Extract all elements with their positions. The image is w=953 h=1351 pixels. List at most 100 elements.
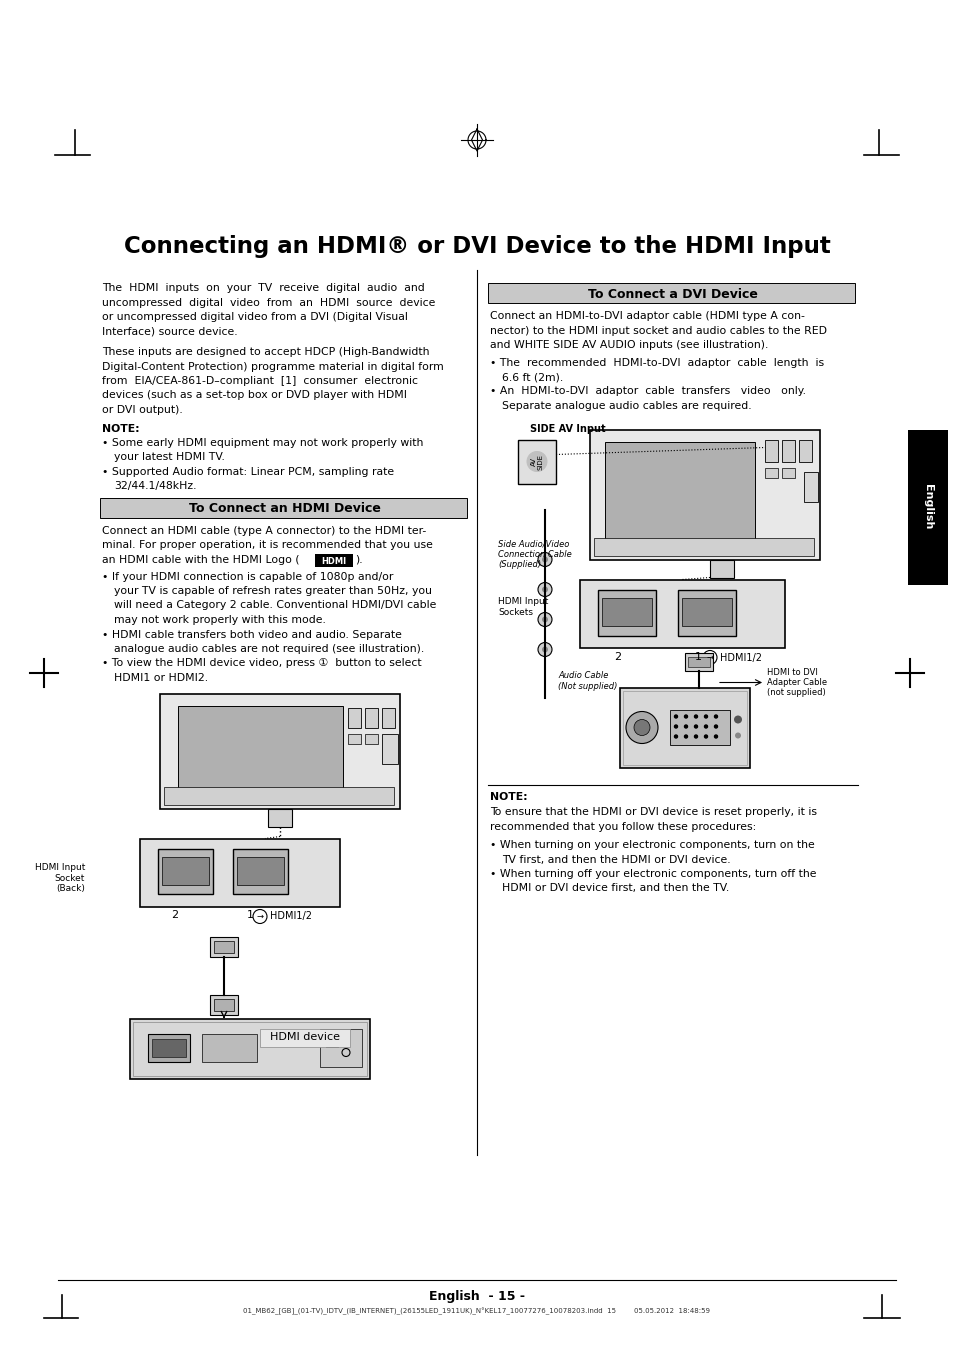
- Text: To ensure that the HDMI or DVI device is reset properly, it is: To ensure that the HDMI or DVI device is…: [490, 807, 816, 817]
- Text: Interface) source device.: Interface) source device.: [102, 327, 237, 336]
- Circle shape: [541, 616, 547, 623]
- Circle shape: [674, 725, 677, 728]
- Circle shape: [694, 735, 697, 738]
- Bar: [684, 653, 712, 670]
- Circle shape: [674, 715, 677, 717]
- Bar: [348, 734, 360, 743]
- Circle shape: [541, 557, 547, 562]
- Text: HDMI Input
Sockets: HDMI Input Sockets: [497, 597, 548, 617]
- Text: →: →: [706, 653, 713, 662]
- Text: Digital-Content Protection) programme material in digital form: Digital-Content Protection) programme ma…: [102, 362, 443, 372]
- Text: your latest HDMI TV.: your latest HDMI TV.: [113, 453, 225, 462]
- Bar: [681, 597, 731, 626]
- Bar: [260, 1028, 350, 1047]
- Text: Connecting an HDMI® or DVI Device to the HDMI Input: Connecting an HDMI® or DVI Device to the…: [124, 235, 829, 258]
- Text: HDMI or DVI device first, and then the TV.: HDMI or DVI device first, and then the T…: [501, 884, 728, 893]
- Text: 1: 1: [246, 911, 253, 920]
- Bar: [709, 559, 733, 577]
- Text: analogue audio cables are not required (see illustration).: analogue audio cables are not required (…: [113, 644, 424, 654]
- Bar: [348, 708, 360, 727]
- Text: • To view the HDMI device video, press ①  button to select: • To view the HDMI device video, press ①…: [102, 658, 421, 669]
- Bar: [210, 936, 237, 957]
- Text: your TV is capable of refresh rates greater than 50Hz, you: your TV is capable of refresh rates grea…: [113, 586, 432, 596]
- Bar: [669, 709, 729, 744]
- Text: English: English: [923, 484, 932, 530]
- Circle shape: [537, 612, 552, 627]
- Text: HDMI1/2: HDMI1/2: [270, 912, 312, 921]
- Text: HDMI Input
Socket
(Back): HDMI Input Socket (Back): [34, 863, 85, 893]
- Text: The  HDMI  inputs  on  your  TV  receive  digital  audio  and: The HDMI inputs on your TV receive digit…: [102, 282, 424, 293]
- Bar: [594, 538, 813, 555]
- Bar: [178, 705, 343, 790]
- Text: HDMI device: HDMI device: [270, 1032, 339, 1043]
- Bar: [678, 589, 735, 635]
- Text: • When turning off your electronic components, turn off the: • When turning off your electronic compo…: [490, 869, 816, 880]
- Bar: [132, 1021, 367, 1075]
- Text: 2: 2: [614, 651, 621, 662]
- FancyBboxPatch shape: [907, 430, 947, 585]
- Text: Separate analogue audio cables are required.: Separate analogue audio cables are requi…: [501, 401, 751, 411]
- Bar: [781, 467, 794, 477]
- Text: AV
SIDE: AV SIDE: [530, 454, 543, 470]
- Text: Audio Cable
(Not supplied): Audio Cable (Not supplied): [558, 671, 617, 690]
- Bar: [601, 597, 651, 626]
- Text: NOTE:: NOTE:: [490, 793, 527, 802]
- Bar: [210, 994, 237, 1015]
- Circle shape: [537, 582, 552, 597]
- Circle shape: [537, 553, 552, 566]
- Circle shape: [684, 725, 687, 728]
- Bar: [202, 1034, 256, 1062]
- Text: Side Audio/Video
Connection Cable
(Supplied): Side Audio/Video Connection Cable (Suppl…: [497, 539, 571, 569]
- Text: NOTE:: NOTE:: [102, 423, 139, 434]
- Text: 32/44.1/48kHz.: 32/44.1/48kHz.: [113, 481, 196, 492]
- Bar: [799, 439, 811, 462]
- Bar: [268, 808, 292, 827]
- Circle shape: [714, 725, 717, 728]
- Bar: [365, 708, 377, 727]
- Circle shape: [733, 716, 741, 724]
- Circle shape: [625, 712, 658, 743]
- Bar: [233, 848, 288, 893]
- Text: Connect an HDMI-to-DVI adaptor cable (HDMI type A con-: Connect an HDMI-to-DVI adaptor cable (HD…: [490, 311, 804, 322]
- Circle shape: [694, 725, 697, 728]
- Bar: [764, 467, 778, 477]
- Bar: [579, 580, 784, 647]
- Circle shape: [684, 715, 687, 717]
- Bar: [687, 657, 709, 666]
- Text: • When turning on your electronic components, turn on the: • When turning on your electronic compon…: [490, 840, 814, 850]
- Bar: [213, 940, 233, 952]
- Text: HDMI: HDMI: [321, 557, 346, 566]
- Bar: [381, 708, 395, 727]
- Circle shape: [714, 715, 717, 717]
- Bar: [781, 439, 794, 462]
- Circle shape: [684, 735, 687, 738]
- Bar: [140, 839, 339, 907]
- Bar: [619, 688, 749, 767]
- Circle shape: [541, 647, 547, 653]
- Bar: [164, 786, 394, 804]
- Bar: [160, 693, 399, 808]
- Text: 6.6 ft (2m).: 6.6 ft (2m).: [501, 372, 562, 382]
- Text: devices (such as a set-top box or DVD player with HDMI: devices (such as a set-top box or DVD pl…: [102, 390, 407, 400]
- Text: HDMI1 or HDMI2.: HDMI1 or HDMI2.: [113, 673, 208, 684]
- Text: Connect an HDMI cable (type A connector) to the HDMI ter-: Connect an HDMI cable (type A connector)…: [102, 526, 426, 536]
- Circle shape: [526, 451, 546, 471]
- Text: • Supported Audio format: Linear PCM, sampling rate: • Supported Audio format: Linear PCM, sa…: [102, 467, 394, 477]
- Text: or DVI output).: or DVI output).: [102, 405, 183, 415]
- Text: from  EIA/CEA-861-D–compliant  [1]  consumer  electronic: from EIA/CEA-861-D–compliant [1] consume…: [102, 376, 417, 386]
- Text: 1: 1: [694, 651, 700, 662]
- Circle shape: [734, 732, 740, 739]
- Circle shape: [694, 715, 697, 717]
- Bar: [158, 848, 213, 893]
- Bar: [589, 430, 820, 559]
- Bar: [622, 690, 746, 765]
- Bar: [598, 589, 656, 635]
- Bar: [319, 1028, 361, 1066]
- Bar: [130, 1019, 370, 1078]
- Text: may not work properly with this mode.: may not work properly with this mode.: [113, 615, 326, 626]
- Bar: [326, 1035, 337, 1047]
- Bar: [488, 282, 854, 303]
- Circle shape: [714, 735, 717, 738]
- Bar: [148, 1034, 190, 1062]
- Text: These inputs are designed to accept HDCP (High-Bandwidth: These inputs are designed to accept HDCP…: [102, 347, 429, 357]
